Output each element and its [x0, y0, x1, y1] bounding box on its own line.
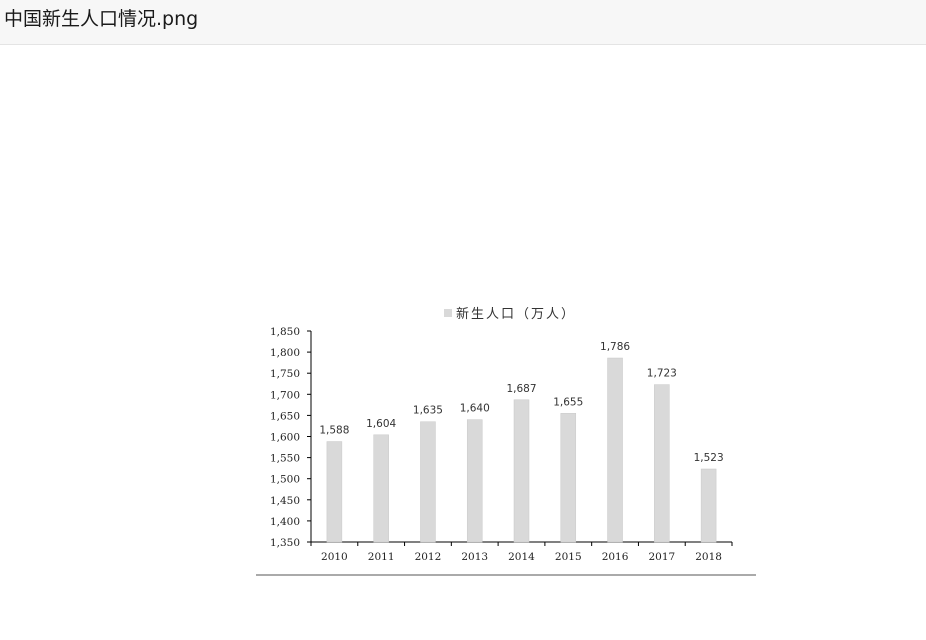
- bar: [373, 434, 389, 543]
- y-tick-label: 1,800: [270, 347, 300, 359]
- title-bar: 中国新生人口情况.png: [0, 0, 926, 45]
- data-label: 1,655: [553, 396, 583, 408]
- bar-chart: 新生人口（万人） 1,3501,4001,4501,5001,5501,6001…: [256, 306, 756, 576]
- bar: [326, 441, 343, 543]
- y-tick-label: 1,850: [270, 326, 300, 338]
- y-tick-label: 1,700: [270, 389, 300, 401]
- bar: [607, 357, 623, 543]
- data-label: 1,723: [647, 368, 677, 380]
- x-tick-label: 2013: [461, 551, 488, 563]
- x-tick-label: 2017: [648, 551, 675, 563]
- x-tick-label: 2018: [695, 551, 722, 563]
- y-tick-label: 1,600: [270, 432, 300, 444]
- y-tick-label: 1,550: [270, 453, 300, 465]
- bar: [420, 421, 436, 543]
- x-tick-label: 2012: [415, 551, 442, 563]
- data-label: 1,786: [600, 341, 630, 353]
- bar: [466, 419, 483, 543]
- window-title: 中国新生人口情况.png: [4, 8, 199, 30]
- y-tick-label: 1,350: [270, 537, 300, 549]
- x-tick-label: 2015: [555, 551, 582, 563]
- image-viewer: 新生人口（万人） 1,350 1,400 1,450 1,500 1,550 1,600 1…: [0, 45, 926, 640]
- legend-swatch: [444, 309, 452, 317]
- legend-label: 新生人口（万人）: [456, 306, 576, 322]
- x-tick-label: 2016: [602, 551, 629, 563]
- data-label: 1,604: [366, 418, 396, 430]
- bar: [654, 384, 670, 543]
- y-tick-label: 1,750: [270, 368, 300, 380]
- data-label: 1,635: [413, 405, 443, 417]
- data-label: 1,687: [506, 383, 536, 395]
- y-tick-label: 1,650: [270, 410, 300, 422]
- data-label: 1,640: [460, 403, 490, 415]
- data-label: 1,523: [694, 452, 724, 464]
- bar: [700, 468, 717, 543]
- chart-legend: 新生人口（万人）: [444, 306, 576, 322]
- y-tick-label: 1,400: [270, 516, 300, 528]
- y-tick-label: 1,500: [270, 474, 300, 486]
- data-label: 1,588: [319, 425, 349, 437]
- y-axis: 1,350 1,400 1,450 1,500 1,550 1,600 1,650 1,700…: [270, 326, 312, 549]
- x-tick-label: 2010: [321, 551, 348, 563]
- x-tick-label: 2014: [508, 551, 535, 563]
- bar: [560, 413, 577, 543]
- x-axis: 2010 2011 2012 2013 2014 2015 2016 2017 2018: [310, 541, 733, 563]
- y-tick-label: 1,450: [270, 495, 300, 507]
- bars-group: [326, 357, 717, 543]
- data-labels-group: 1,588 1,604 1,635 1,640 1,687 1,655 1,786 1,723…: [319, 341, 723, 464]
- bar: [513, 399, 530, 543]
- x-tick-label: 2011: [368, 551, 395, 563]
